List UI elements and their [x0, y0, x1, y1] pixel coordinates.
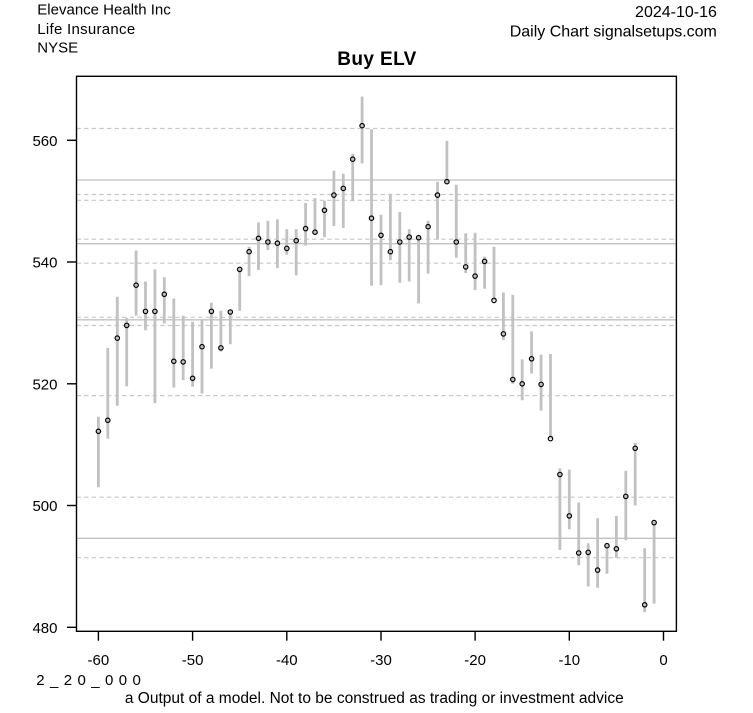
svg-text:-40: -40	[276, 652, 298, 669]
svg-text:-50: -50	[182, 652, 204, 669]
svg-text:2024-10-16: 2024-10-16	[635, 4, 717, 21]
svg-text:540: 540	[32, 255, 57, 272]
svg-text:560: 560	[32, 133, 57, 150]
svg-text:-20: -20	[464, 652, 486, 669]
svg-text:a Output of a model. Not to be: a Output of a model. Not to be construed…	[125, 690, 624, 707]
svg-text:Life Insurance: Life Insurance	[37, 21, 135, 38]
svg-text:0: 0	[659, 652, 667, 669]
svg-text:520: 520	[32, 377, 57, 394]
svg-text:Elevance Health Inc: Elevance Health Inc	[37, 1, 171, 18]
svg-text:2 _ 2 0 _ 0 0 0: 2 _ 2 0 _ 0 0 0	[36, 672, 141, 689]
svg-text:Daily Chart signalsetups.com: Daily Chart signalsetups.com	[510, 24, 717, 41]
svg-text:-10: -10	[558, 652, 580, 669]
svg-text:500: 500	[32, 498, 57, 515]
svg-text:Buy ELV: Buy ELV	[337, 49, 417, 70]
svg-text:-60: -60	[88, 652, 110, 669]
svg-text:-30: -30	[370, 652, 392, 669]
svg-text:NYSE: NYSE	[37, 40, 78, 57]
svg-text:480: 480	[32, 620, 57, 637]
